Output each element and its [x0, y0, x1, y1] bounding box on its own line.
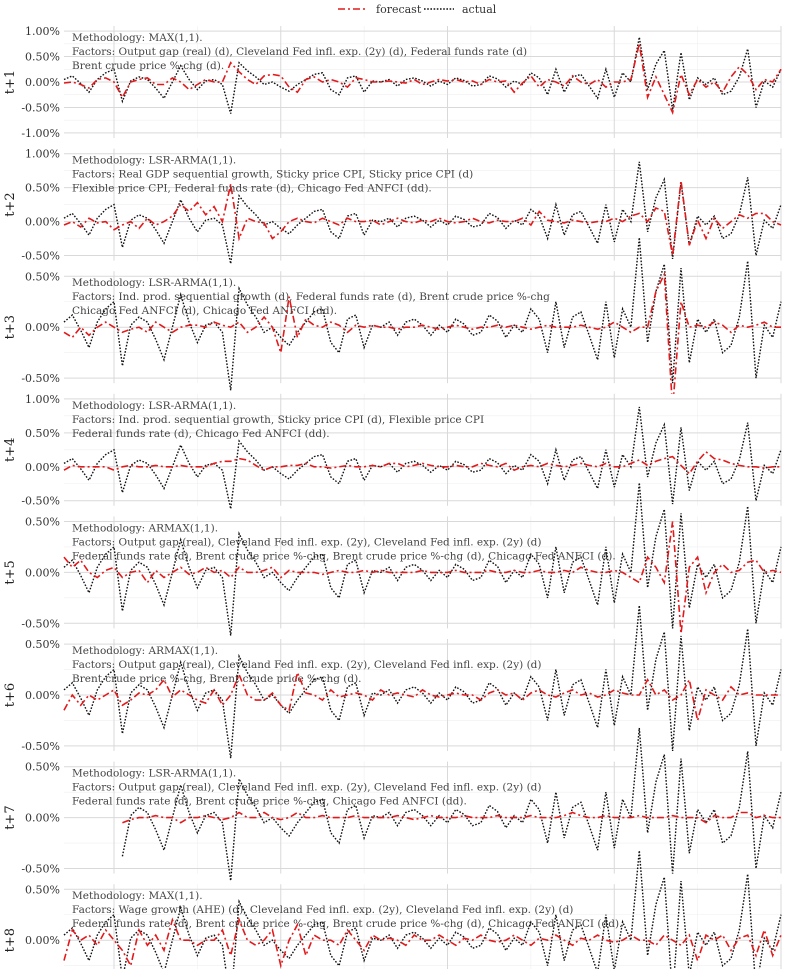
factors-label: Factors: Ind. prod. sequential growth, S…: [72, 414, 484, 426]
panel-strip-label: t+7: [3, 805, 18, 829]
y-tick-label: 0.00%: [25, 934, 60, 947]
panel-strip-label: t+6: [3, 683, 18, 707]
y-tick-label: 0.50%: [25, 51, 60, 64]
y-tick-label: -0.50%: [21, 250, 60, 263]
methodology-label: Methodology: LSR-ARMA(1,1).: [72, 768, 236, 780]
factors-label: Brent crude price %-chg (d).: [72, 60, 224, 72]
facet-panels: -1.00% -0.50% 0.00% 0.50% 1.00% t+1 Methodolog…: [3, 25, 782, 969]
factors-label: Factors: Output gap (real), Cleveland Fe…: [72, 536, 541, 548]
factors-label: Factors: Ind. prod. sequential growth (d…: [72, 291, 550, 303]
y-tick-label: -0.50%: [21, 495, 60, 508]
methodology-label: Methodology: LSR-ARMA(1,1).: [72, 400, 236, 412]
actual-series-line: [63, 482, 782, 636]
factors-label: Federal funds rate (d), Chicago Fed ANFC…: [72, 428, 330, 440]
factors-label: Factors: Output gap (real) (d), Clevelan…: [72, 46, 527, 58]
y-tick-label: -0.50%: [21, 740, 60, 753]
actual-series-line: [63, 37, 782, 114]
actual-series-line: [121, 727, 782, 881]
y-tick-label: 0.50%: [25, 182, 60, 195]
panel-strip-label: t+1: [3, 70, 18, 94]
methodology-label: Methodology: MAX(1,1).: [72, 890, 203, 902]
y-tick-label: -1.00%: [21, 127, 60, 140]
y-tick-label: 0.00%: [25, 812, 60, 825]
factors-label: Chicago Fed ANFCI (d), Chicago Fed ANFCI…: [72, 305, 337, 317]
y-tick-label: 0.00%: [25, 461, 60, 474]
panel-t+8: -0.50% 0.00% 0.50% t+8 Methodology: MAX(1,1)…: [3, 850, 782, 969]
y-tick-label: 0.00%: [25, 76, 60, 89]
methodology-label: Methodology: LSR-ARMA(1,1).: [72, 155, 236, 167]
actual-series-line: [63, 161, 782, 264]
legend: forecast actual: [338, 3, 497, 16]
panel-strip-label: t+2: [3, 192, 18, 216]
factors-label: Federal funds rate (d), Brent crude pric…: [72, 918, 622, 930]
panel-t+6: -0.50% 0.00% 0.50% t+6 Methodology: ARMAX(1,…: [3, 605, 782, 759]
factors-label: Factors: Output gap (real), Cleveland Fe…: [72, 782, 541, 794]
y-tick-label: 0.00%: [25, 566, 60, 579]
y-tick-label: -0.50%: [21, 101, 60, 114]
factors-label: Flexible price CPI, Federal funds rate (…: [72, 183, 432, 195]
forecast-series-line: [63, 450, 781, 475]
panel-t+5: -0.50% 0.00% 0.50% t+5 Methodology: ARMAX(1,…: [3, 482, 782, 636]
panel-t+2: -0.50% 0.00% 0.50% 1.00% t+2 Methodology: LSR…: [3, 148, 782, 264]
factors-label: Factors: Output gap (real), Cleveland Fe…: [72, 659, 541, 671]
actual-series-line: [63, 850, 782, 969]
y-tick-label: 1.00%: [25, 393, 60, 406]
y-tick-label: -0.50%: [21, 372, 60, 385]
y-tick-label: 0.50%: [25, 427, 60, 440]
y-tick-label: 0.00%: [25, 689, 60, 702]
forecast-series-line: [63, 43, 782, 115]
factors-label: Factors: Real GDP sequential growth, Sti…: [72, 169, 473, 181]
y-tick-label: 0.50%: [25, 761, 60, 774]
methodology-label: Methodology: ARMAX(1,1).: [72, 522, 218, 534]
y-tick-label: 0.00%: [25, 321, 60, 334]
factors-label: Factors: Wage growth (AHE) (d), Clevelan…: [72, 904, 573, 916]
y-tick-label: 1.00%: [25, 25, 60, 38]
methodology-label: Methodology: MAX(1,1).: [72, 32, 203, 44]
panel-strip-label: t+8: [3, 928, 18, 952]
y-tick-label: 0.00%: [25, 216, 60, 229]
y-tick-label: 0.50%: [25, 515, 60, 528]
panel-strip-label: t+3: [3, 315, 18, 339]
y-tick-label: -0.50%: [21, 863, 60, 876]
y-tick-label: -0.50%: [21, 617, 60, 630]
methodology-label: Methodology: LSR-ARMA(1,1).: [72, 277, 236, 289]
actual-series-line: [63, 605, 782, 759]
y-tick-label: 1.00%: [25, 148, 60, 161]
panel-t+1: -1.00% -0.50% 0.00% 0.50% 1.00% t+1 Methodolog…: [3, 25, 782, 140]
legend-actual-label: actual: [462, 3, 497, 16]
y-tick-label: 0.50%: [25, 883, 60, 896]
factors-label: Brent crude price %-chg, Brent crude pri…: [72, 673, 362, 685]
panel-t+3: -0.50% 0.00% 0.50% t+3 Methodology: LSR-ARMA…: [3, 237, 782, 409]
legend-forecast-label: forecast: [376, 3, 422, 16]
panel-t+4: -0.50% 0.00% 0.50% 1.00% t+4 Methodology: LSR…: [3, 393, 782, 510]
forecast-series-line: [122, 811, 781, 824]
methodology-label: Methodology: ARMAX(1,1).: [72, 645, 218, 657]
forecast-series-line: [63, 180, 782, 256]
factors-label: Federal funds rate (d), Brent crude pric…: [72, 550, 616, 562]
panel-t+7: -0.50% 0.00% 0.50% t+7 Methodology: LSR-ARMA…: [3, 727, 782, 881]
panel-strip-label: t+4: [3, 438, 18, 462]
y-tick-label: 0.50%: [25, 638, 60, 651]
y-tick-label: 0.50%: [25, 270, 60, 283]
actual-series-line: [63, 406, 782, 510]
forecast-series-line: [63, 271, 781, 409]
factors-label: Federal funds rate (d), Brent crude pric…: [72, 796, 467, 808]
forecast-series-line: [63, 917, 782, 969]
panel-background: [64, 884, 781, 969]
forecast-series-line: [63, 669, 781, 721]
panel-strip-label: t+5: [3, 560, 18, 584]
